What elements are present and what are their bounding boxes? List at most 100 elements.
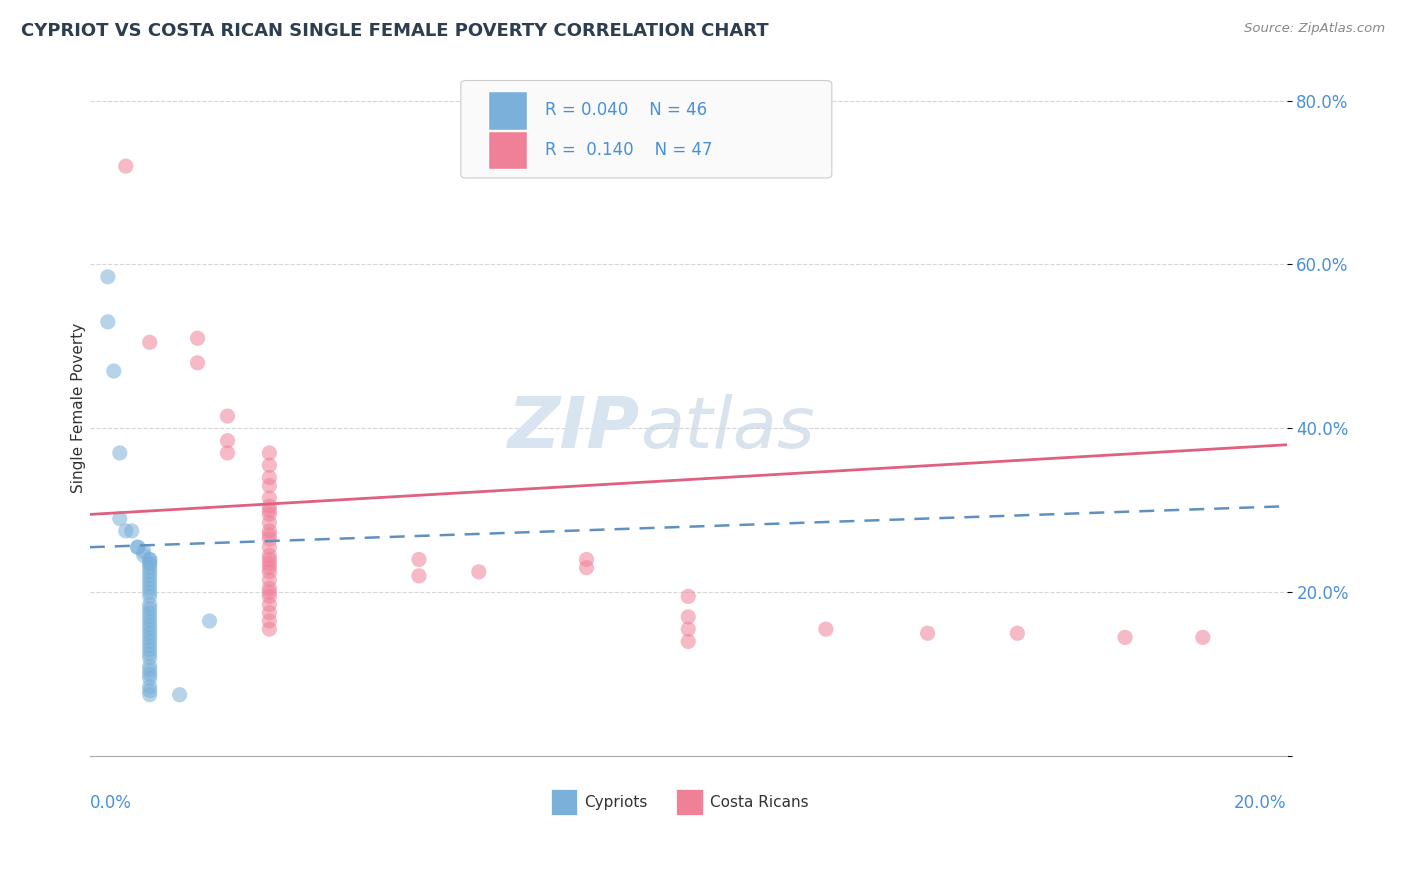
Point xyxy=(138,663,160,677)
Point xyxy=(138,659,160,673)
Point xyxy=(259,560,281,574)
Point xyxy=(259,606,281,620)
Point xyxy=(259,500,281,514)
Point xyxy=(259,528,281,542)
Point xyxy=(138,650,160,665)
Point xyxy=(138,626,160,640)
Point xyxy=(259,565,281,579)
Text: Source: ZipAtlas.com: Source: ZipAtlas.com xyxy=(1244,22,1385,36)
Text: Cypriots: Cypriots xyxy=(583,795,648,810)
Point xyxy=(138,642,160,657)
Point xyxy=(138,631,160,645)
Point xyxy=(108,446,131,460)
Point xyxy=(138,639,160,653)
Point xyxy=(169,688,191,702)
Point xyxy=(138,557,160,571)
Point xyxy=(132,549,155,563)
Point xyxy=(259,458,281,473)
Text: R = 0.040    N = 46: R = 0.040 N = 46 xyxy=(544,102,707,120)
Point xyxy=(108,511,131,525)
Bar xyxy=(551,789,576,815)
Text: 0.0%: 0.0% xyxy=(90,795,132,813)
Point xyxy=(138,335,160,350)
Point xyxy=(259,532,281,546)
Bar xyxy=(676,789,703,815)
Point xyxy=(114,524,136,538)
Point xyxy=(259,552,281,566)
Point xyxy=(97,269,120,284)
Y-axis label: Single Female Poverty: Single Female Poverty xyxy=(72,323,86,493)
Point xyxy=(138,610,160,624)
Point xyxy=(259,590,281,604)
Point xyxy=(138,569,160,583)
Point xyxy=(408,569,430,583)
Point xyxy=(138,634,160,648)
Point xyxy=(259,557,281,571)
Point xyxy=(259,503,281,517)
Bar xyxy=(488,131,527,169)
Point xyxy=(217,434,239,448)
Point xyxy=(138,606,160,620)
Point xyxy=(1007,626,1029,640)
Point xyxy=(259,491,281,505)
Point xyxy=(259,540,281,554)
Point xyxy=(127,540,149,554)
Point xyxy=(259,524,281,538)
FancyBboxPatch shape xyxy=(461,80,832,178)
Point xyxy=(676,590,699,604)
Point xyxy=(814,622,837,636)
Point xyxy=(138,560,160,574)
Point xyxy=(138,598,160,612)
Point xyxy=(103,364,125,378)
Point xyxy=(187,356,209,370)
Point xyxy=(138,577,160,591)
Point xyxy=(575,552,598,566)
Point xyxy=(138,557,160,571)
Point xyxy=(259,446,281,460)
Point xyxy=(259,581,281,595)
Point xyxy=(187,331,209,345)
Point xyxy=(676,610,699,624)
Point xyxy=(138,565,160,579)
Point xyxy=(138,601,160,615)
Text: Costa Ricans: Costa Ricans xyxy=(710,795,808,810)
Point xyxy=(138,573,160,587)
Point xyxy=(259,598,281,612)
Text: atlas: atlas xyxy=(640,394,815,463)
Point xyxy=(132,544,155,558)
Point xyxy=(138,688,160,702)
Point xyxy=(121,524,143,538)
Point xyxy=(1114,631,1136,645)
Point xyxy=(259,585,281,599)
Point xyxy=(138,585,160,599)
Point xyxy=(217,409,239,423)
Point xyxy=(259,614,281,628)
Point xyxy=(138,667,160,681)
Point xyxy=(97,315,120,329)
Point xyxy=(138,552,160,566)
Point xyxy=(259,549,281,563)
Point xyxy=(114,159,136,173)
Point xyxy=(259,622,281,636)
Point xyxy=(1191,631,1213,645)
Point xyxy=(138,647,160,661)
Point xyxy=(917,626,939,640)
Text: R =  0.140    N = 47: R = 0.140 N = 47 xyxy=(544,141,711,159)
Point xyxy=(138,671,160,685)
Point xyxy=(676,634,699,648)
Point xyxy=(259,516,281,530)
Point xyxy=(198,614,221,628)
Text: CYPRIOT VS COSTA RICAN SINGLE FEMALE POVERTY CORRELATION CHART: CYPRIOT VS COSTA RICAN SINGLE FEMALE POV… xyxy=(21,22,769,40)
Point xyxy=(138,590,160,604)
Point xyxy=(127,540,149,554)
Point xyxy=(138,622,160,636)
Bar xyxy=(488,91,527,129)
Point xyxy=(259,508,281,522)
Point xyxy=(217,446,239,460)
Point xyxy=(259,470,281,484)
Point xyxy=(138,680,160,694)
Point xyxy=(575,560,598,574)
Point xyxy=(259,573,281,587)
Point xyxy=(408,552,430,566)
Point xyxy=(259,479,281,493)
